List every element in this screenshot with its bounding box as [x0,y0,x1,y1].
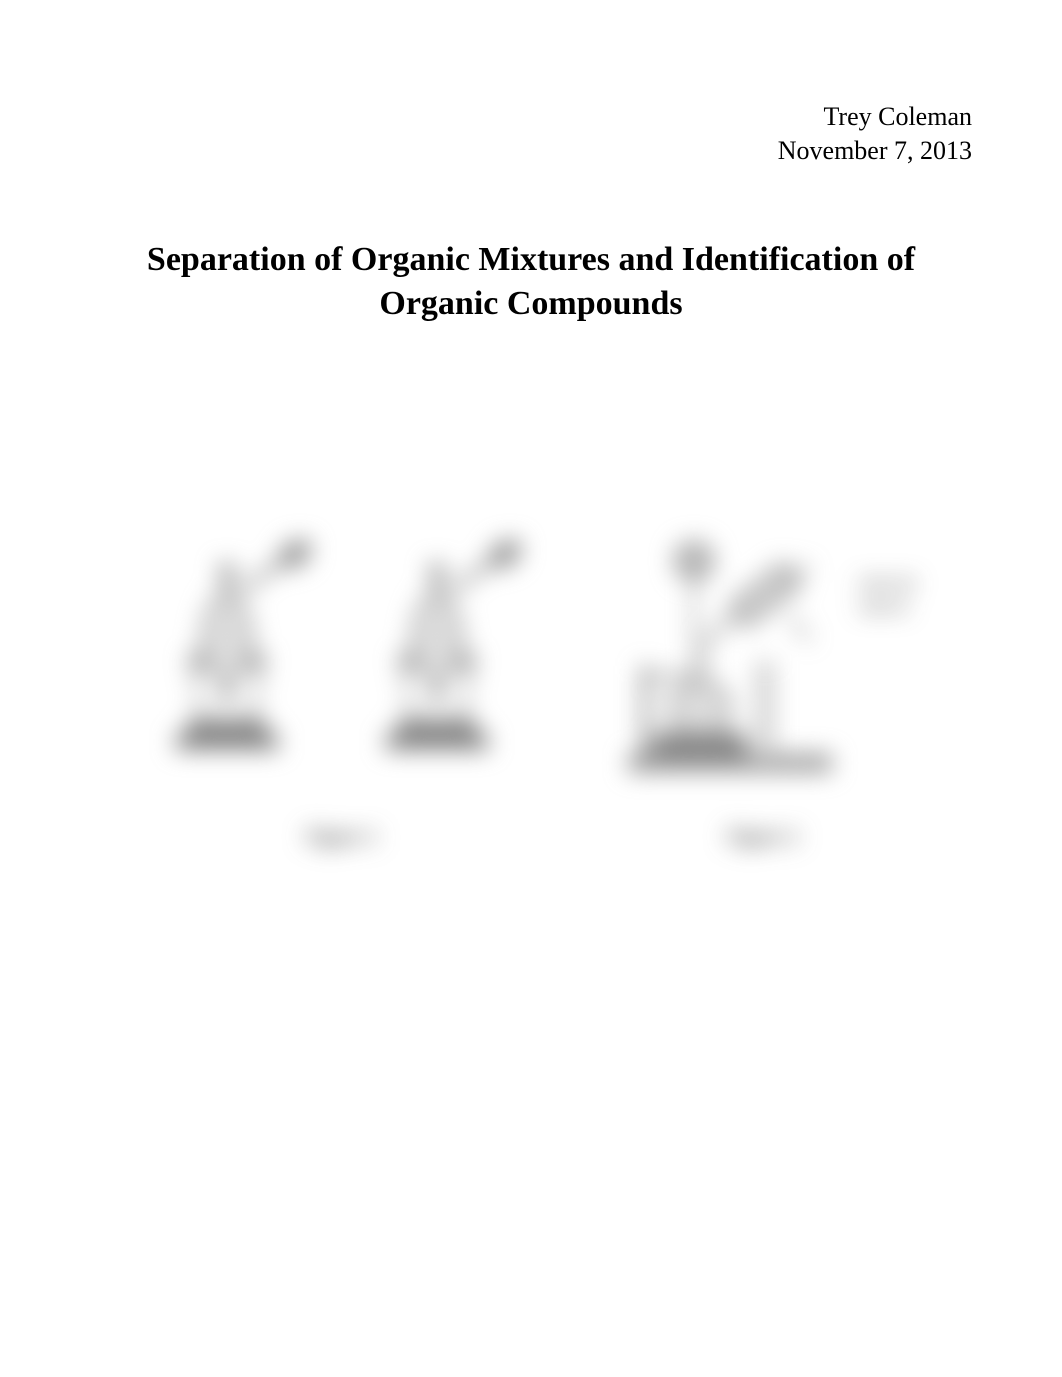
figure-2: water out water in Figure 2 [610,486,915,849]
figure-2-label: Figure 2 [727,826,798,849]
separatory-funnel-icon [357,516,537,786]
figure-2-wrapper: water out water in [610,486,915,786]
document-date: November 7, 2013 [90,134,972,168]
water-in-label: water in [858,600,915,616]
distillation-apparatus-icon [610,486,850,786]
figure-1: Figure 1 [147,516,537,849]
figure-1-apparatus-group [147,516,537,786]
document-title: Separation of Organic Mixtures and Ident… [90,238,972,326]
water-out-label: water out [858,576,915,592]
separatory-funnel-icon [147,516,327,786]
apparatus-2 [610,486,850,786]
apparatus-1b [357,516,537,786]
tube-labels: water out water in [858,576,915,616]
figure-1-label: Figure 1 [306,826,377,849]
author-name: Trey Coleman [90,100,972,134]
figures-container: Figure 1 [90,486,972,849]
apparatus-1a [147,516,327,786]
header-block: Trey Coleman November 7, 2013 [90,100,972,168]
